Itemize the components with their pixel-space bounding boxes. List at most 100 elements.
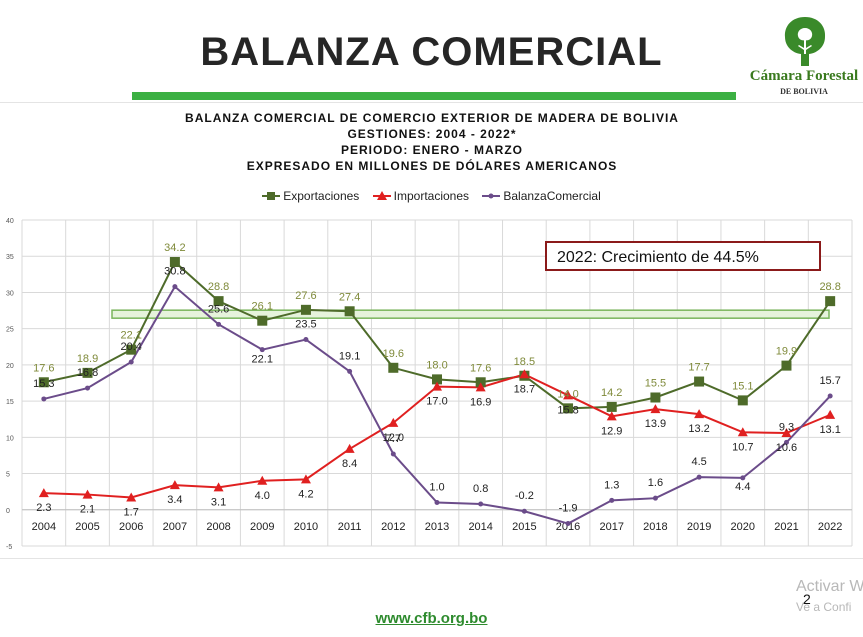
import-point [475,382,486,392]
data-label: 25.6 [208,303,229,315]
data-label: 23.5 [295,319,316,331]
legend-label-exports: Exportaciones [283,189,360,203]
data-label: 12.0 [383,432,404,444]
data-label: 16.9 [470,396,491,408]
growth-callout: 2022: Crecimiento de 44.5% [545,241,821,271]
chart-title-line: BALANZA COMERCIAL DE COMERCIO EXTERIOR D… [185,111,679,125]
data-label: 4.4 [735,481,750,493]
logo-subtitle: DE BOLIVIA [780,87,828,96]
import-point [825,409,836,419]
balance-point [128,359,134,365]
x-tick-label: 2020 [731,521,755,533]
x-tick-label: 2018 [643,521,667,533]
import-point [344,443,355,453]
data-label: 15.8 [557,404,578,416]
import-point [606,411,617,421]
highlight-band [111,309,830,319]
data-label: 17.6 [33,362,54,374]
export-point [650,392,661,403]
logo-name: Cámara Forestal [749,68,859,84]
data-label: 19.1 [339,350,360,362]
y-tick-label: -5 [6,544,12,551]
data-label: 27.4 [339,291,360,303]
export-point [300,304,311,315]
data-label: 10.7 [732,441,753,453]
data-label: 14.2 [601,387,622,399]
import-point [388,417,399,427]
balance-point [347,368,353,374]
import-point [300,474,311,484]
data-label: 22.1 [252,354,273,366]
balance-point [696,474,702,480]
import-point [650,404,661,414]
x-tick-label: 2013 [425,521,449,533]
balance-point [783,439,789,445]
data-label: 13.1 [819,424,840,436]
data-label: 4.2 [298,488,313,500]
export-point [475,377,486,388]
x-tick-label: 2004 [32,521,56,533]
data-label: 4.5 [691,456,706,468]
import-point [38,488,49,498]
export-point [38,377,49,388]
highlight-band-rect [111,309,830,319]
data-label: 13.9 [645,418,666,430]
data-label: 18.9 [77,353,98,365]
y-tick-label: 40 [6,218,14,225]
legend-square-marker-icon [262,192,281,200]
slide-title: BALANZA COMERCIAL [200,30,663,74]
footer-link[interactable]: www.cfb.org.bo [375,610,488,627]
export-point [257,315,268,326]
balance-point [259,347,265,353]
data-label: 27.6 [295,290,316,302]
balance-point [216,321,222,327]
legend-item-balance: BalanzaComercial [482,189,601,203]
x-tick-label: 2007 [163,521,187,533]
data-label: 34.2 [164,242,185,254]
activation-watermark-sub: Ve a Confi [796,600,852,614]
x-tick-label: 2011 [338,521,362,533]
series-markers [38,257,836,527]
balance-point [827,393,833,399]
data-label: -1.9 [559,503,578,515]
export-point [344,306,355,317]
legend-dot-marker-icon [482,193,501,199]
export-point [737,395,748,406]
balance-point [390,451,396,457]
x-tick-label: 2008 [206,521,230,533]
import-point [432,381,442,391]
header-divider [0,102,863,103]
data-label: 7.7 [386,433,401,445]
import-point [257,475,268,485]
x-tick-label: 2021 [774,521,798,533]
balance-point [41,396,47,402]
title-underline-bar [132,92,736,100]
data-label: 8.4 [342,458,357,470]
chart-title-line: EXPRESADO EN MILLONES DE DÓLARES AMERICA… [246,159,618,173]
x-tick-label: 2022 [818,521,842,533]
export-point [694,376,705,387]
legend-item-exports: Exportaciones [262,189,359,203]
balance-point [740,475,746,481]
data-label: 17.7 [688,362,709,374]
camara-forestal-logo: Cámara Forestal DE BOLIVIA [748,14,860,100]
y-tick-label: 25 [6,327,14,334]
balance-point [85,385,91,391]
export-point [781,360,792,371]
x-tick-label: 2015 [512,521,536,533]
x-tick-label: 2006 [119,521,143,533]
data-label: 14.0 [557,388,578,400]
export-point [126,344,137,355]
data-label: 17.6 [470,362,491,374]
legend-triangle-marker-icon [372,191,391,200]
x-tick-label: 2012 [381,521,405,533]
data-label: 19.9 [776,346,797,358]
export-point [169,257,180,268]
import-point [563,390,574,400]
chart-title-line: GESTIONES: 2004 - 2022* [347,127,517,141]
balance-point [565,521,571,527]
y-tick-label: 30 [6,290,14,297]
export-point [606,401,617,412]
balance-point [609,497,615,503]
data-label: 1.3 [604,479,619,491]
